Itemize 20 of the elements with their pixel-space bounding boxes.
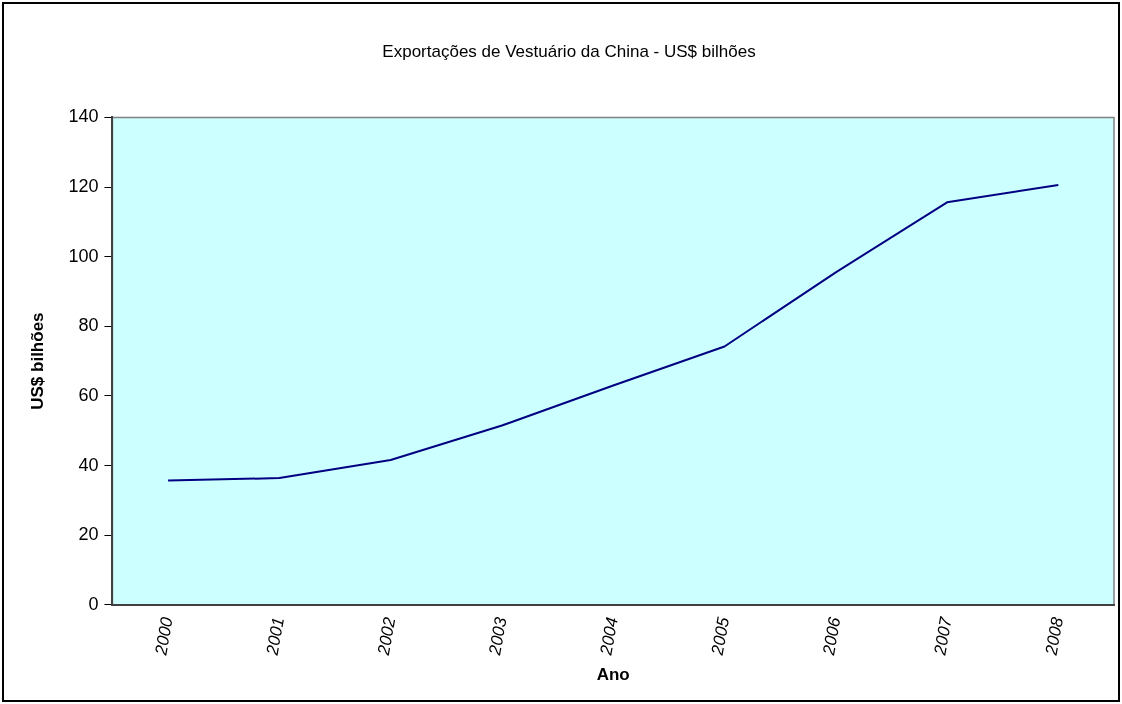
y-tick-label: 40 <box>78 454 99 475</box>
x-tick-label: 2008 <box>1041 615 1068 658</box>
y-tick-label: 80 <box>78 315 99 336</box>
y-tick-label: 20 <box>78 524 99 545</box>
x-tick-label: 2007 <box>930 615 956 658</box>
x-tick-label: 2005 <box>707 615 734 658</box>
x-tick-label: 2006 <box>818 615 845 658</box>
x-tick-label: 2002 <box>373 615 400 658</box>
x-tick-label: 2001 <box>262 615 288 658</box>
y-tick-label: 0 <box>88 593 99 614</box>
y-tick-label: 60 <box>78 384 99 405</box>
y-tick-label: 100 <box>68 245 99 266</box>
x-tick-label: 2004 <box>596 615 622 658</box>
chart-title: Exportações de Vestuário da China - US$ bilhões <box>382 41 756 61</box>
x-axis-title: Ano <box>596 665 630 685</box>
x-tick-label: 2003 <box>485 615 511 658</box>
x-tick-label: 2000 <box>151 615 177 658</box>
y-tick-label: 140 <box>68 106 99 127</box>
y-tick-label: 120 <box>68 176 99 196</box>
y-axis-title: US$ bilhões <box>27 312 47 410</box>
